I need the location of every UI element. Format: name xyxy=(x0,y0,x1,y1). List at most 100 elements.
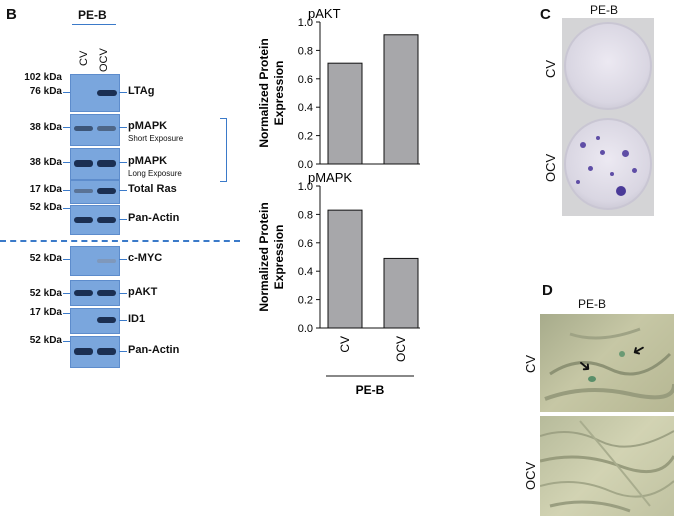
dish-row-label-cv: CV xyxy=(543,59,558,78)
colony xyxy=(616,186,626,196)
colony xyxy=(588,166,593,171)
band xyxy=(74,126,93,131)
y-tick-label: 0.6 xyxy=(298,238,313,250)
kda-marker: 102 kDa xyxy=(24,72,62,83)
blot-divider xyxy=(0,240,240,242)
band xyxy=(97,160,116,167)
micrograph-row-label-cv: CV xyxy=(523,354,538,373)
kda-marker: 38 kDa xyxy=(29,157,62,168)
label-tick xyxy=(119,127,127,128)
y-tick-label: 0.8 xyxy=(298,209,313,221)
colony xyxy=(632,168,637,173)
band xyxy=(97,317,116,323)
label-tick xyxy=(119,351,127,352)
y-tick-label: 0.2 xyxy=(298,295,313,307)
bar xyxy=(327,209,363,329)
band xyxy=(74,160,93,167)
cell-line-underline xyxy=(72,24,116,25)
blot-sublabel-long-exposure: Long Exposure xyxy=(128,169,182,178)
blot-sublabel-short-exposure: Short Exposure xyxy=(128,134,184,143)
blot-pmapk-long xyxy=(70,148,120,180)
band xyxy=(97,188,116,194)
marker-tick xyxy=(63,92,70,93)
blot-label-pmapk: pMAPK xyxy=(128,120,168,132)
dish-ocv xyxy=(564,118,652,210)
lane-label-cv: CV xyxy=(78,50,90,66)
panel-letter-c: C xyxy=(540,6,551,23)
blot-label-pan-actin: Pan-Actin xyxy=(128,212,180,224)
y-tick-label: 1.0 xyxy=(298,181,313,193)
band xyxy=(97,259,116,263)
marker-tick xyxy=(63,341,70,342)
cell-texture xyxy=(540,420,674,513)
y-tick-label: 0.0 xyxy=(298,159,313,171)
bar xyxy=(327,62,363,165)
blot-label-ltag: LTAg xyxy=(128,85,155,97)
colony xyxy=(600,150,605,155)
bar xyxy=(383,34,419,165)
blot-pmapk-short xyxy=(70,114,120,146)
label-tick xyxy=(119,162,127,163)
blot-pan-actin xyxy=(70,205,120,235)
colony xyxy=(580,142,586,148)
chart-title: pMAPK xyxy=(308,170,352,185)
blot-label-total-ras: Total Ras xyxy=(128,183,177,195)
marker-tick xyxy=(63,313,70,314)
blot-pan-actin xyxy=(70,336,120,368)
blot-label-c-myc: c-MYC xyxy=(128,252,163,264)
micrograph-cv: ➜ ➜ xyxy=(540,314,674,412)
band xyxy=(74,290,93,296)
colony xyxy=(596,136,600,140)
kda-marker: 52 kDa xyxy=(29,202,62,213)
label-tick xyxy=(119,190,127,191)
x-tick-label: CV xyxy=(338,336,352,353)
micrograph-cell-line-label: PE-B xyxy=(578,297,607,311)
blot-label-pmapk: pMAPK xyxy=(128,155,168,167)
marker-tick xyxy=(63,259,70,260)
label-tick xyxy=(119,320,127,321)
y-tick-label: 0.8 xyxy=(298,45,313,57)
band xyxy=(74,348,93,355)
dish-photo xyxy=(562,18,654,216)
y-tick-label: 1.0 xyxy=(298,17,313,29)
exposure-bracket xyxy=(220,118,227,182)
kda-marker: 52 kDa xyxy=(29,288,62,299)
kda-marker: 52 kDa xyxy=(29,335,62,346)
y-tick-label: 0.2 xyxy=(298,131,313,143)
label-tick xyxy=(119,293,127,294)
x-tick-label: OCV xyxy=(394,336,408,362)
band xyxy=(97,348,116,355)
label-tick xyxy=(119,259,127,260)
y-tick-label: 0.4 xyxy=(298,102,313,114)
band xyxy=(97,126,116,131)
blot-cell-line-label: PE-B xyxy=(78,8,107,22)
kda-marker: 17 kDa xyxy=(29,184,62,195)
blot-pakt xyxy=(70,280,120,306)
marker-tick xyxy=(63,190,70,191)
y-axis-label: Normalized ProteinExpression xyxy=(257,38,286,147)
blot-ltag xyxy=(70,74,120,112)
panel-letter-d: D xyxy=(542,282,553,299)
band xyxy=(74,189,93,193)
dish-cv xyxy=(564,22,652,110)
kda-marker: 38 kDa xyxy=(29,122,62,133)
colony xyxy=(610,172,614,176)
panel-letter-b: B xyxy=(6,6,17,23)
blot-c-myc xyxy=(70,246,120,276)
dish-row-label-ocv: OCV xyxy=(543,153,558,182)
y-tick-label: 0.0 xyxy=(298,323,313,335)
colony xyxy=(576,180,580,184)
x-group-label: PE-B xyxy=(356,383,385,397)
blot-id1 xyxy=(70,308,120,334)
marker-tick xyxy=(63,208,70,209)
micrograph-row-label-ocv: OCV xyxy=(523,461,538,490)
y-tick-label: 0.4 xyxy=(298,266,313,278)
cell-texture xyxy=(544,327,674,401)
band xyxy=(97,290,116,296)
kda-marker: 17 kDa xyxy=(29,307,62,318)
micrograph-ocv xyxy=(540,416,674,516)
y-axis-label: Normalized ProteinExpression xyxy=(257,202,286,311)
dish-cell-line-label: PE-B xyxy=(590,3,619,17)
colony xyxy=(622,150,629,157)
